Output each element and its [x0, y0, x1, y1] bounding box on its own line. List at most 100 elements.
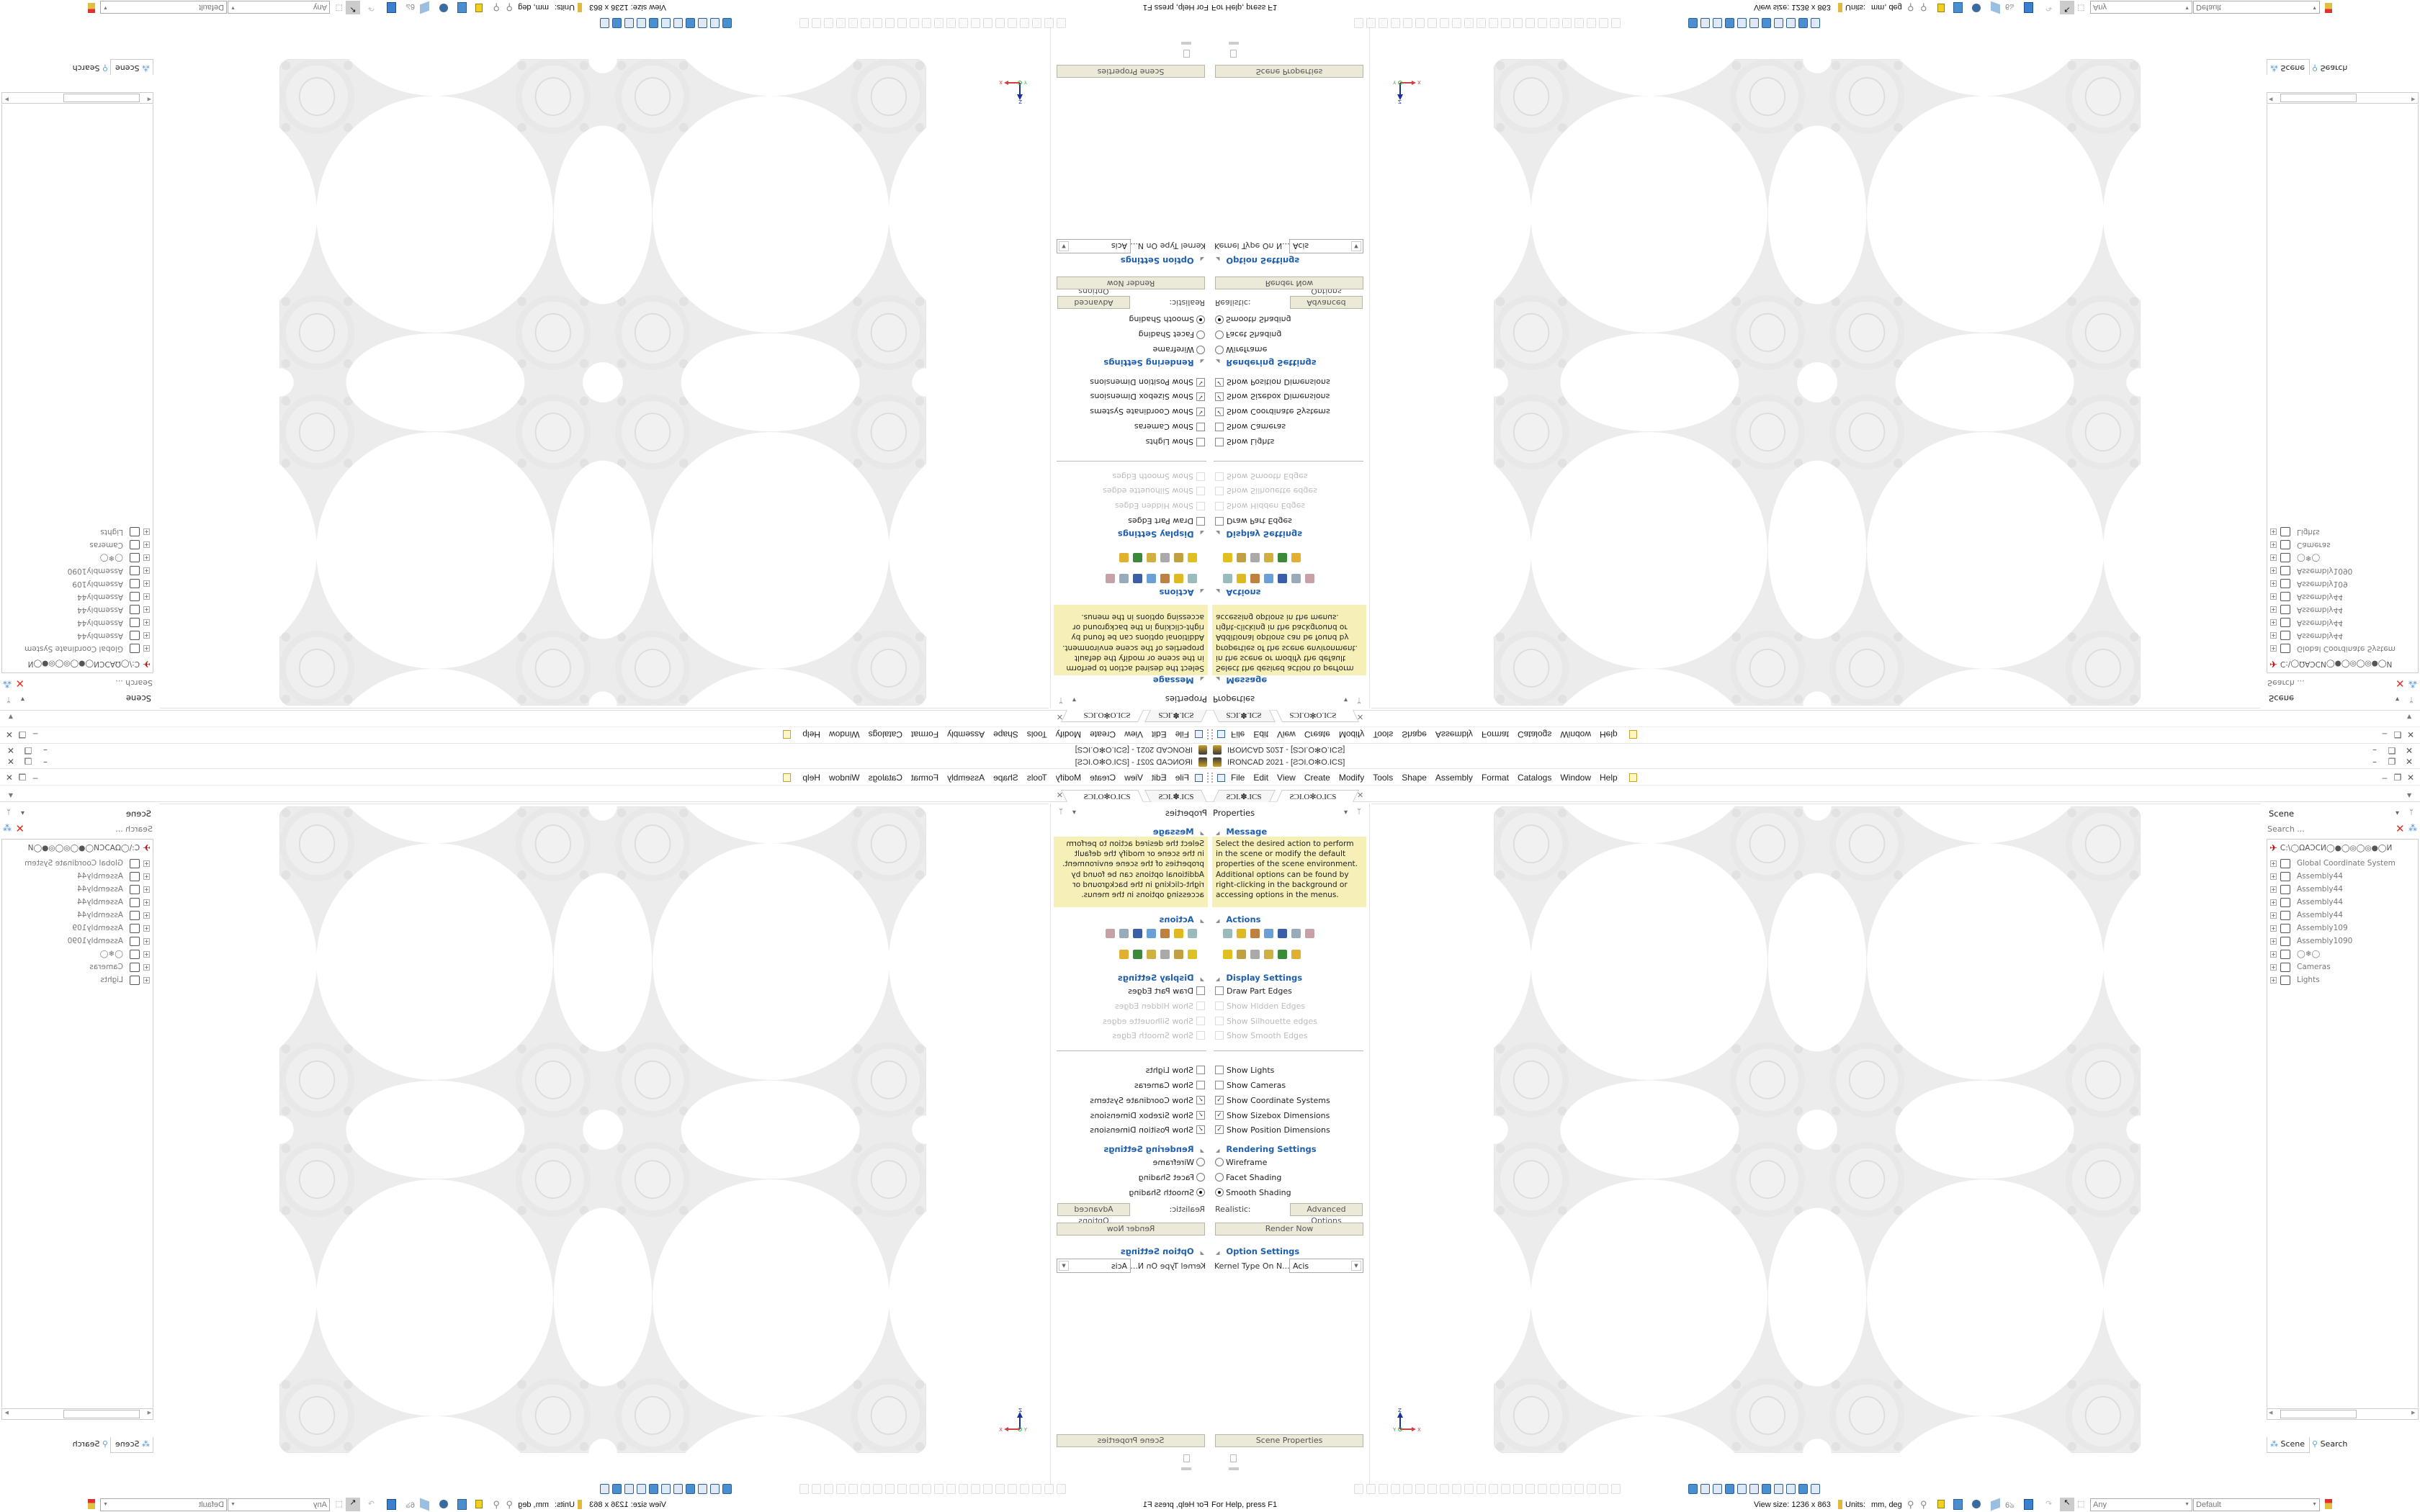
pin-icon[interactable]: ᛘ — [1357, 808, 1361, 816]
sketch-tool-icon[interactable] — [1044, 18, 1054, 28]
advanced-options-button[interactable]: Advanced Options — [1057, 1203, 1130, 1225]
checkbox[interactable] — [1215, 472, 1224, 481]
select-pointer-icon[interactable]: ↖ — [346, 1498, 360, 1511]
chart-icon[interactable] — [1305, 574, 1314, 583]
menu-format[interactable]: Format — [911, 729, 939, 739]
menu-help[interactable]: Help — [1600, 773, 1618, 783]
glasses-icon[interactable]: 6ঌ — [2005, 2, 2015, 11]
sketch-tool-icon[interactable] — [1525, 1484, 1535, 1494]
list-icon[interactable] — [1188, 574, 1197, 583]
tree-item[interactable]: + Assembly44 — [2267, 603, 2343, 616]
sketch-tool-icon[interactable] — [1032, 1484, 1041, 1494]
radio[interactable] — [1215, 1173, 1224, 1182]
sketch-tool-icon[interactable] — [1489, 1484, 1498, 1494]
expand-icon[interactable]: + — [143, 567, 150, 575]
checkbox[interactable] — [1196, 423, 1205, 431]
list-icon[interactable] — [1223, 929, 1232, 938]
standard-view-icon[interactable] — [600, 1484, 609, 1494]
sketch-tool-icon[interactable] — [873, 1484, 882, 1494]
clear-search-icon[interactable]: ✕ — [2396, 677, 2405, 690]
camera-tool-icon[interactable] — [1972, 4, 1981, 12]
style-select[interactable]: Default ▼ — [100, 1498, 227, 1511]
menu-assembly[interactable]: Assembly — [1435, 773, 1473, 783]
layout-icon[interactable] — [1230, 1454, 1237, 1462]
render-now-button[interactable]: Render Now — [1215, 1223, 1363, 1236]
show-position-dimensions-checkbox[interactable]: ✓ Show Position Dimensions — [1215, 1124, 1330, 1135]
sketch-tool-icon[interactable] — [824, 1484, 833, 1494]
show-coordinate-systems-checkbox[interactable]: ✓ Show Coordinate Systems — [1090, 1094, 1205, 1106]
scrollbar-thumb[interactable] — [63, 94, 140, 102]
gear-icon[interactable] — [1237, 553, 1246, 562]
clear-search-icon[interactable]: ✕ — [15, 677, 24, 690]
redo-select-icon[interactable]: ↷ — [367, 1500, 375, 1508]
facet-shading-radio[interactable]: Facet Shading — [1139, 329, 1205, 341]
hierarchy-icon[interactable] — [88, 3, 95, 13]
section-display-settings[interactable]: ◢ Display Settings — [1216, 529, 1302, 539]
sketch-tool-icon[interactable] — [848, 1484, 858, 1494]
box-view-icon[interactable] — [1188, 950, 1197, 959]
sketch-tool-icon[interactable] — [1538, 18, 1547, 28]
section-message[interactable]: ◢ Message — [1216, 675, 1267, 685]
menu-catalogs[interactable]: Catalogs — [868, 773, 903, 783]
sketch-tool-icon[interactable] — [1428, 18, 1437, 28]
standard-view-icon[interactable] — [1749, 18, 1759, 28]
show-coordinate-systems-checkbox[interactable]: ✓ Show Coordinate Systems — [1090, 406, 1205, 418]
standard-view-icon[interactable] — [698, 1484, 707, 1494]
sketch-tool-icon[interactable] — [1550, 18, 1559, 28]
document-icon[interactable] — [1217, 773, 1225, 782]
render-mode-icon[interactable] — [387, 1499, 396, 1510]
sketch-tool-icon[interactable] — [1403, 1484, 1412, 1494]
layout-icon[interactable] — [1183, 1454, 1190, 1462]
sketch-tool-icon[interactable] — [910, 18, 919, 28]
sketch-tool-icon[interactable] — [971, 1484, 980, 1494]
draw-part-edges-checkbox[interactable]: Draw Part Edges — [1215, 516, 1292, 527]
show-hidden-edges-checkbox[interactable]: Show Hidden Edges — [1115, 500, 1205, 512]
sketch-tool-icon[interactable] — [1587, 1484, 1596, 1494]
standard-view-icon[interactable] — [1725, 1484, 1734, 1494]
tree-item[interactable]: + Assembly109 — [2267, 577, 2348, 590]
radio[interactable] — [1196, 346, 1205, 354]
tab-search[interactable]: ⚲ Search — [73, 1439, 108, 1449]
section-message[interactable]: ◢ Message — [1153, 827, 1204, 837]
style-select[interactable]: Default ▼ — [2193, 1498, 2320, 1511]
show-lights-checkbox[interactable]: Show Lights — [1215, 436, 1274, 448]
tree-item[interactable]: + Assembly44 — [2267, 616, 2343, 629]
document-icon[interactable] — [1195, 730, 1203, 739]
standard-view-icon[interactable] — [722, 18, 732, 28]
sketch-tool-icon[interactable] — [922, 18, 931, 28]
revolve-icon[interactable] — [1160, 929, 1170, 938]
close-button[interactable]: ✕ — [6, 745, 15, 755]
show-hidden-edges-checkbox[interactable]: Show Hidden Edges — [1215, 500, 1305, 512]
checkbox[interactable] — [1196, 487, 1205, 495]
tree-item[interactable]: + Assembly44 — [77, 870, 153, 883]
facet-shading-radio[interactable]: Facet Shading — [1215, 1171, 1281, 1183]
tree-item[interactable]: + Assembly1090 — [2267, 935, 2352, 948]
minimize-button[interactable]: – — [2372, 745, 2377, 755]
tree-root[interactable]: ✈ C:\◯ΩΑϽCИ◯●◯◎◯◎●◯И — [28, 842, 153, 855]
checkbox[interactable] — [1196, 986, 1205, 995]
menu-tools[interactable]: Tools — [1026, 729, 1047, 739]
standard-view-icon[interactable] — [722, 1484, 732, 1494]
render-mode-icon[interactable] — [387, 2, 396, 13]
scrollbar-thumb[interactable] — [2280, 94, 2357, 102]
checkbox-checked[interactable]: ✓ — [1215, 1096, 1224, 1104]
sketch-tool-icon[interactable] — [1008, 1484, 1017, 1494]
tree-item[interactable]: + Global Coordinate System — [2267, 642, 2396, 655]
sketch-tool-icon[interactable] — [1513, 18, 1523, 28]
menu-window[interactable]: Window — [828, 729, 860, 739]
menu-tools[interactable]: Tools — [1373, 773, 1394, 783]
sketch-tool-icon[interactable] — [836, 18, 846, 28]
standard-view-icon[interactable] — [1786, 1484, 1796, 1494]
checkbox[interactable] — [1196, 438, 1205, 446]
select-pointer-icon[interactable]: ↖ — [2060, 1498, 2074, 1511]
standard-view-icon[interactable] — [1798, 1484, 1808, 1494]
expand-icon[interactable]: + — [2270, 873, 2277, 880]
standard-view-icon[interactable] — [649, 18, 658, 28]
show-smooth-edges-checkbox[interactable]: Show Smooth Edges — [1112, 1030, 1205, 1041]
tab-search[interactable]: ⚲ Search — [2312, 1439, 2347, 1449]
checkbox[interactable] — [1196, 1017, 1205, 1025]
sketch-tool-icon[interactable] — [1415, 1484, 1425, 1494]
list-icon[interactable] — [1188, 929, 1197, 938]
standard-view-icon[interactable] — [1798, 18, 1808, 28]
sketch-tool-icon[interactable] — [799, 1484, 809, 1494]
